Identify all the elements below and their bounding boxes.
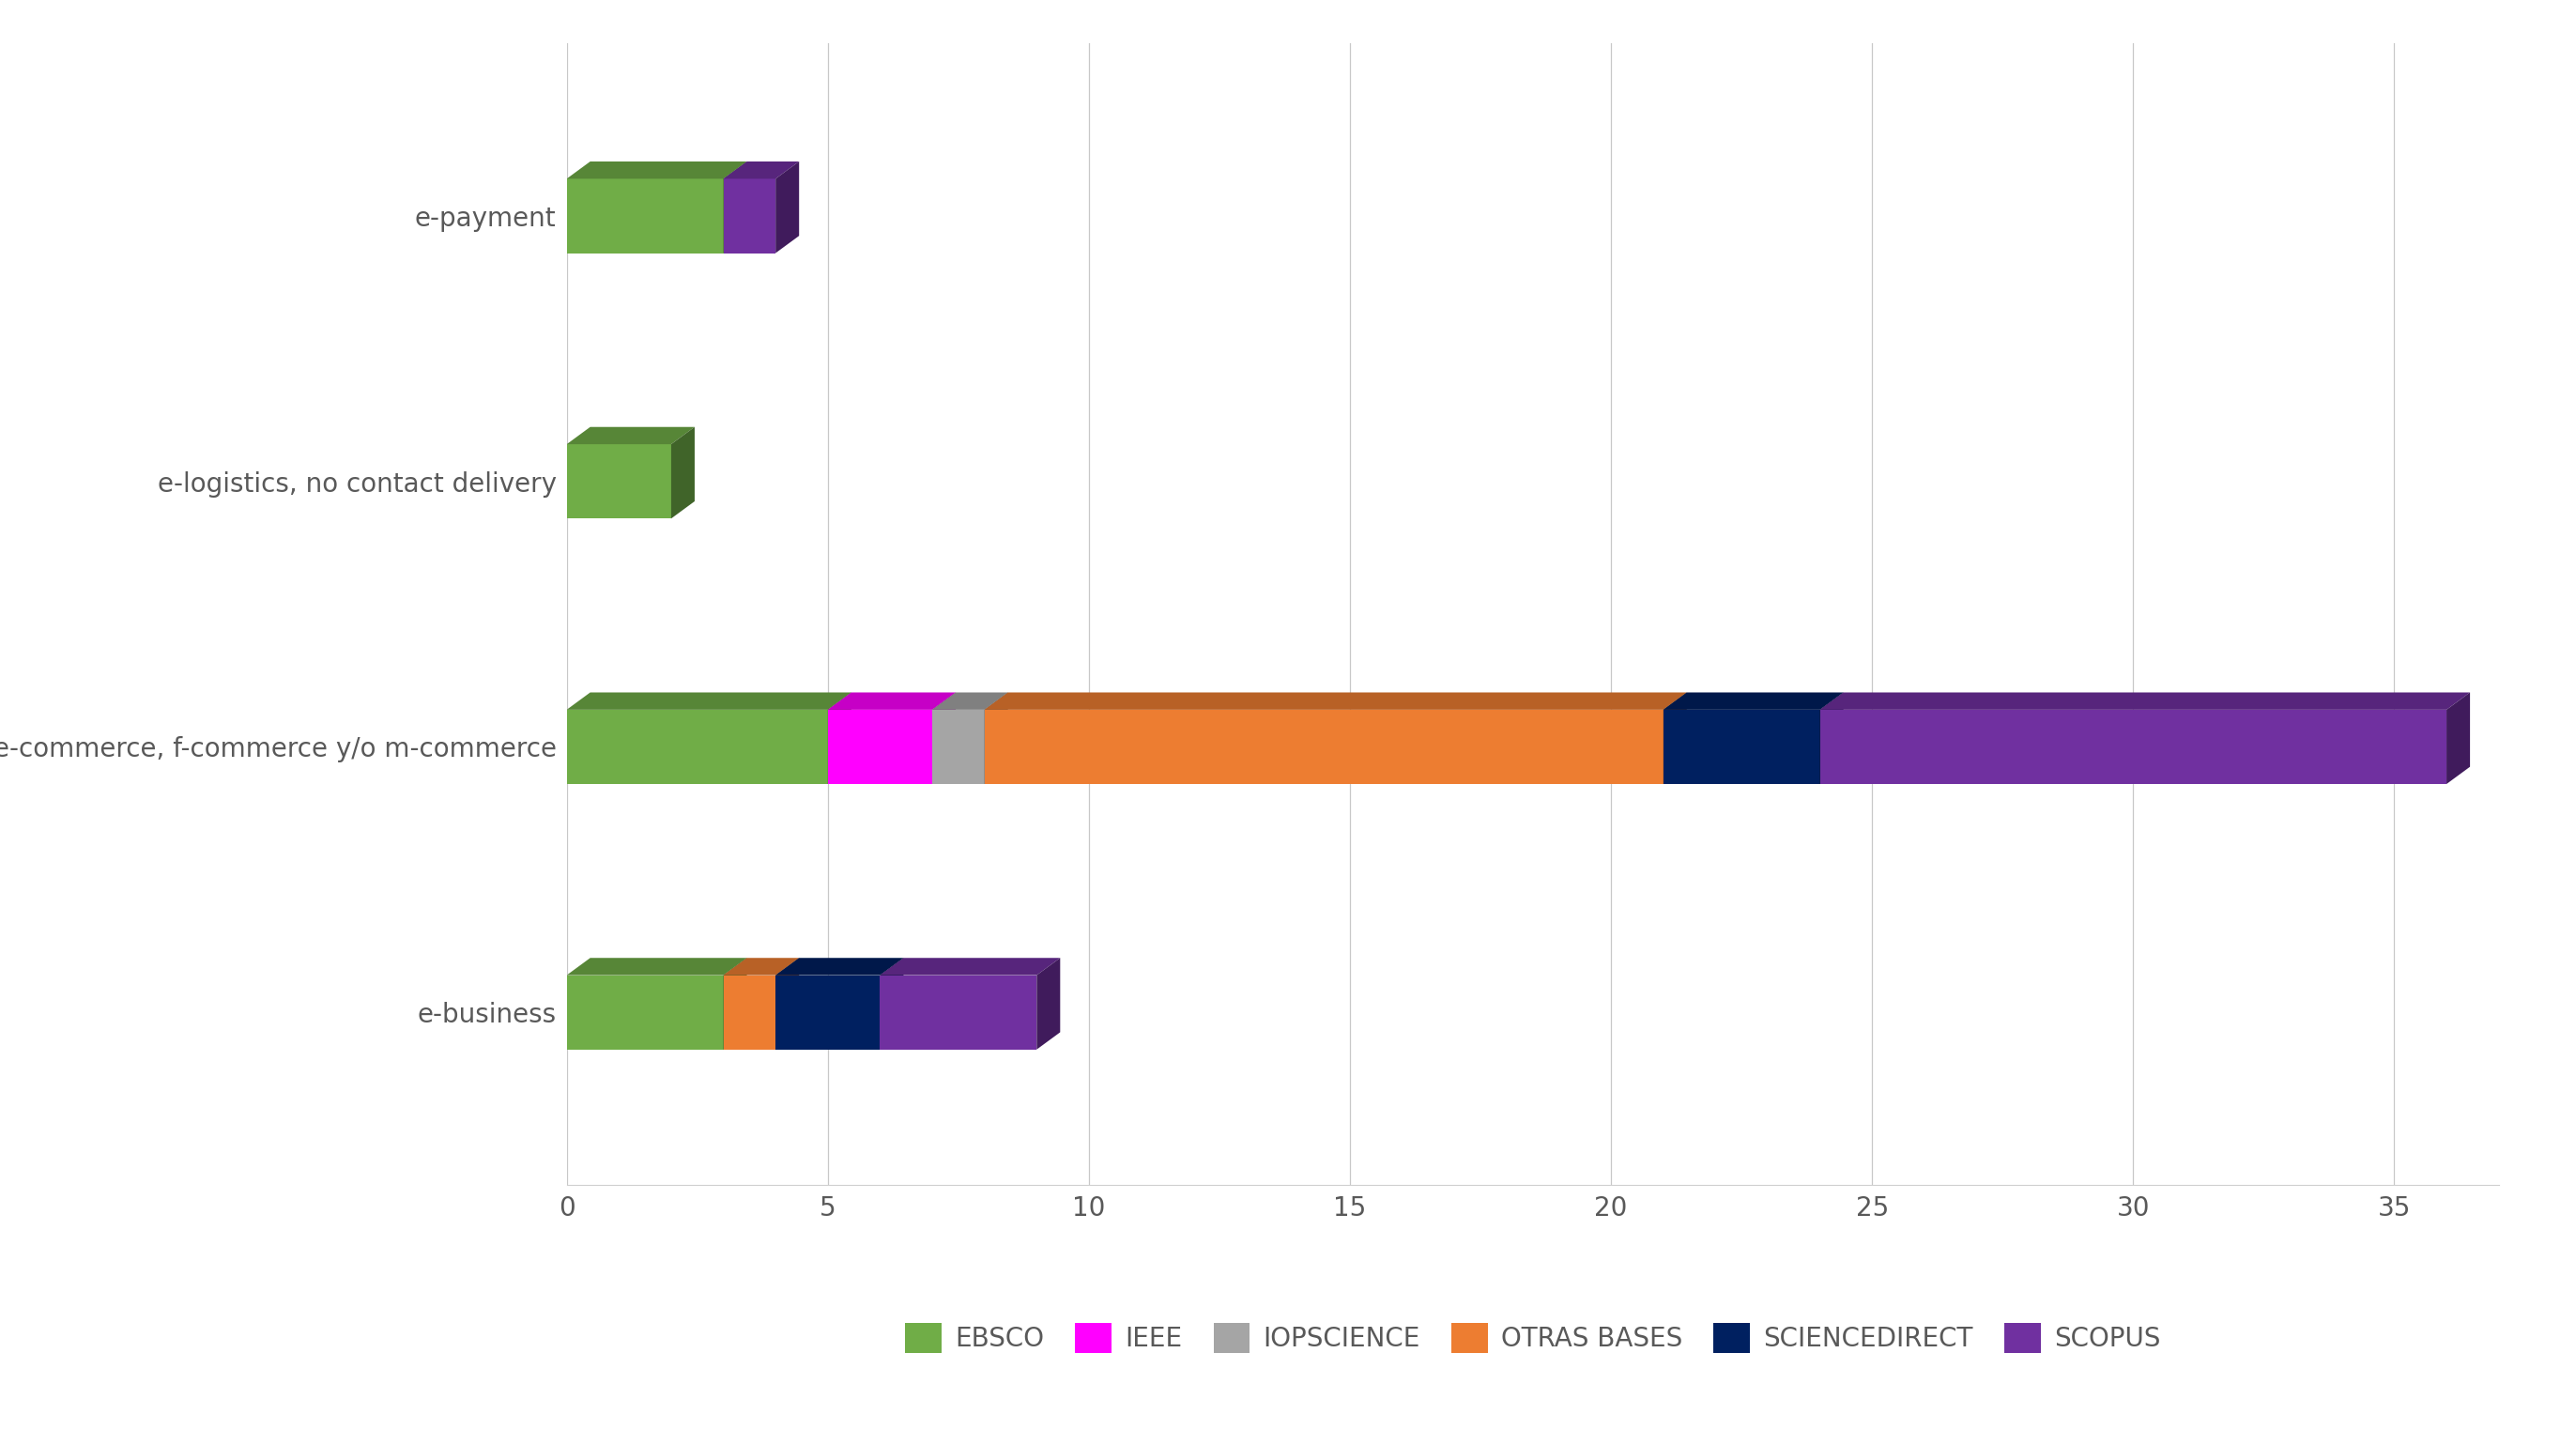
Polygon shape — [827, 709, 933, 785]
Polygon shape — [881, 958, 1061, 975]
Polygon shape — [775, 162, 799, 253]
Polygon shape — [724, 162, 747, 253]
Polygon shape — [567, 179, 724, 253]
Polygon shape — [1036, 958, 1061, 1049]
Polygon shape — [933, 692, 956, 785]
Polygon shape — [567, 958, 747, 975]
Polygon shape — [933, 692, 1007, 709]
Polygon shape — [724, 179, 775, 253]
Polygon shape — [724, 975, 775, 1049]
Polygon shape — [1819, 692, 2470, 709]
Polygon shape — [567, 975, 724, 1049]
Polygon shape — [984, 709, 1664, 785]
Polygon shape — [984, 692, 1687, 709]
Polygon shape — [827, 692, 850, 785]
Polygon shape — [1664, 692, 1687, 785]
Polygon shape — [567, 162, 747, 179]
Polygon shape — [1819, 692, 1844, 785]
Polygon shape — [881, 958, 904, 1049]
Polygon shape — [567, 444, 672, 519]
Polygon shape — [567, 426, 696, 444]
Legend: EBSCO, IEEE, IOPSCIENCE, OTRAS BASES, SCIENCEDIRECT, SCOPUS: EBSCO, IEEE, IOPSCIENCE, OTRAS BASES, SC… — [894, 1312, 2172, 1363]
Polygon shape — [2447, 692, 2470, 785]
Polygon shape — [724, 162, 799, 179]
Polygon shape — [567, 709, 827, 785]
Polygon shape — [1664, 709, 1819, 785]
Polygon shape — [881, 975, 1036, 1049]
Polygon shape — [567, 692, 850, 709]
Polygon shape — [775, 958, 904, 975]
Polygon shape — [1664, 692, 1844, 709]
Polygon shape — [724, 958, 799, 975]
Polygon shape — [984, 692, 1007, 785]
Polygon shape — [672, 426, 696, 519]
Polygon shape — [775, 975, 881, 1049]
Polygon shape — [724, 958, 747, 1049]
Polygon shape — [933, 709, 984, 785]
Polygon shape — [827, 692, 956, 709]
Polygon shape — [1819, 709, 2447, 785]
Polygon shape — [775, 958, 799, 1049]
